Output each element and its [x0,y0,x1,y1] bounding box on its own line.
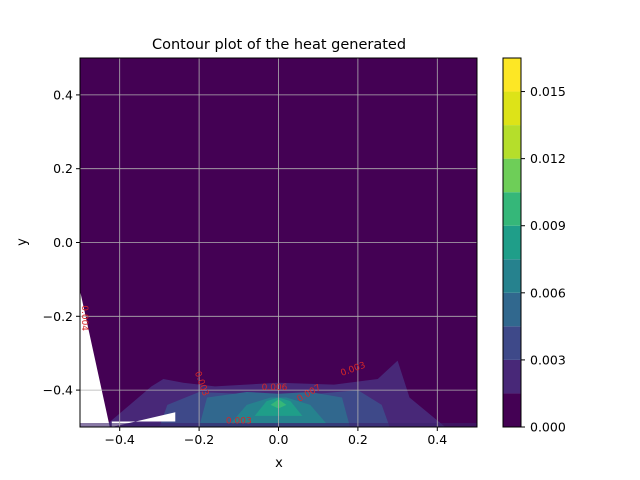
x-tick-label-4: 0.4 [427,432,447,447]
y-tick-label-2: 0.0 [53,235,73,250]
contour-label-0: 0.003 [226,416,252,426]
colorbar-segment-7 [503,158,521,193]
y-tick-label-3: 0.2 [53,161,73,176]
x-tick-label-0: −0.4 [105,432,135,447]
contour-label-1: 0.006 [262,383,288,393]
colorbar-tick-label-4: 0.012 [530,151,566,166]
y-tick-label-1: −0.2 [43,309,73,324]
colorbar-segment-2 [503,326,521,360]
y-axis-label: y [15,238,30,246]
x-tick-label-3: 0.2 [348,432,368,447]
colorbar-tick-label-0: 0.000 [530,420,566,435]
y-axis: −0.4 −0.2 0.0 0.2 0.4 [43,87,80,398]
colorbar-segment-3 [503,292,521,327]
colorbar-segment-0 [503,393,521,427]
colorbar-frame [502,57,522,428]
colorbar-tick-label-2: 0.006 [530,285,566,300]
colorbar-segment-4 [503,259,521,293]
colorbar-segment-10 [503,58,521,92]
colorbar-tick-label-5: 0.015 [530,84,566,99]
contour-label-5: 0.004 [79,305,89,331]
y-tick-label-0: −0.4 [43,383,73,398]
x-tick-label-1: −0.2 [184,432,214,447]
colorbar: 0.000 0.003 0.006 0.009 0.012 0.015 [502,57,566,435]
colorbar-segment-1 [503,359,521,394]
colorbar-segment-9 [503,91,521,126]
x-axis-label: x [275,456,283,471]
colorbar-segment-6 [503,192,521,226]
chart-title: Contour plot of the heat generated [152,37,406,53]
colorbar-segment-8 [503,125,521,159]
x-axis: −0.4 −0.2 0.0 0.2 0.4 [105,427,447,447]
colorbar-tick-label-3: 0.009 [530,218,566,233]
colorbar-segment-5 [503,225,521,260]
colorbar-tick-label-1: 0.003 [530,352,566,367]
x-tick-label-2: 0.0 [269,432,289,447]
blank-region-0 [80,290,110,427]
y-tick-label-4: 0.4 [53,87,73,102]
